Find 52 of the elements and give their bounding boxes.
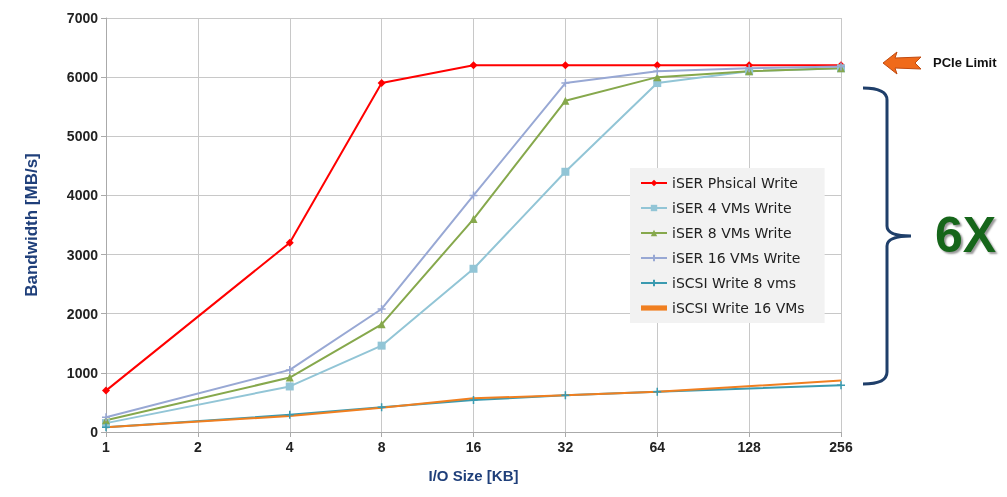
- legend-label: iSER 4 VMs Write: [672, 200, 792, 216]
- point: [652, 66, 662, 76]
- x-tick-label: 8: [377, 439, 386, 455]
- y-tick-label: 6000: [66, 69, 99, 86]
- x-tick-label: 4: [285, 439, 294, 455]
- point: [469, 264, 478, 273]
- y-tick-label: 1000: [66, 364, 99, 381]
- legend-label: iSCSI Write 8 vms: [672, 275, 797, 291]
- x-tick-label: 128: [737, 439, 762, 455]
- y-tick-label: 3000: [66, 246, 99, 263]
- point: [377, 341, 386, 350]
- text: 6X: [935, 206, 997, 264]
- legend-label: iSER 8 VMs Write: [672, 225, 792, 241]
- point: [561, 61, 570, 70]
- legend-label: iSER 16 VMs Write: [672, 250, 801, 266]
- y-tick-label: 5000: [66, 128, 99, 145]
- x-axis-title: I/O Size [KB]: [428, 467, 519, 484]
- y-tick-label: 0: [90, 424, 99, 440]
- point: [469, 61, 478, 70]
- point: [101, 412, 111, 422]
- point: [285, 382, 294, 391]
- y-tick-label: 4000: [66, 187, 99, 204]
- legend-label: iSER Phsical Write: [672, 175, 798, 191]
- point: [653, 61, 662, 70]
- point: [285, 373, 294, 382]
- point: [377, 79, 386, 88]
- point: [285, 365, 295, 375]
- point: [744, 63, 754, 74]
- x-tick-label: 256: [829, 439, 853, 455]
- point: [561, 96, 570, 105]
- point: [376, 402, 387, 412]
- point: [285, 410, 295, 420]
- point: [836, 380, 846, 391]
- y-tick-label: 7000: [66, 10, 99, 26]
- point: [561, 167, 570, 176]
- point: [102, 386, 110, 395]
- x-tick-label: 64: [649, 439, 666, 455]
- x-tick-label: 32: [557, 439, 574, 455]
- legend-label: iSCSI Write 16 VMs: [672, 300, 805, 316]
- point: [285, 238, 294, 247]
- point: [101, 422, 111, 433]
- y-axis-title: Bandwidth [MB/s]: [22, 153, 41, 297]
- point: [376, 304, 387, 314]
- point: [652, 387, 662, 397]
- point: [468, 395, 479, 405]
- y-tick-label: 2000: [66, 305, 99, 322]
- x-tick-label: 2: [193, 439, 202, 455]
- x-tick-label: 1: [102, 439, 111, 455]
- x-tick-label: 16: [465, 439, 482, 455]
- point: [469, 215, 478, 224]
- point: [560, 78, 571, 88]
- text: PCIe Limit: [933, 55, 997, 70]
